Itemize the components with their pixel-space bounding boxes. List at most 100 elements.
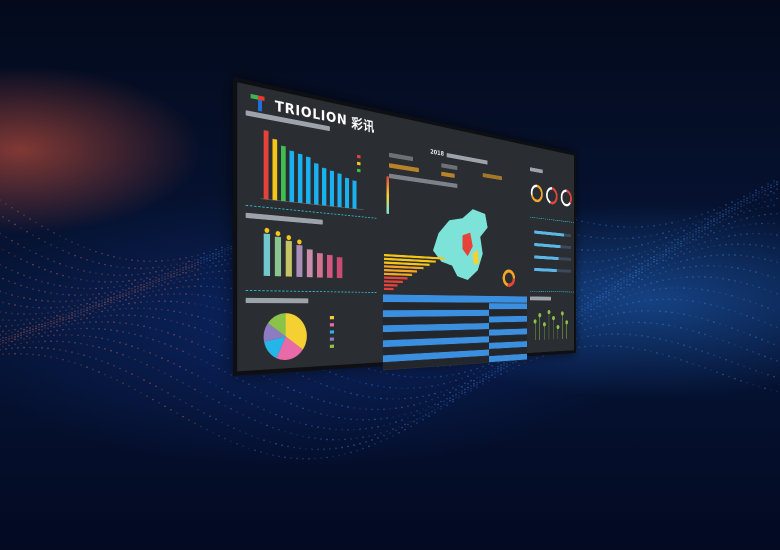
particle-dot [638,273,640,275]
particle-dot [704,218,706,220]
particle-dot [41,300,43,302]
particle-dot [62,294,64,296]
ranking-bar [338,173,342,207]
particle-dot [161,270,163,272]
particle-dot [128,267,130,269]
particle-dot [191,293,193,295]
particle-dot [629,334,631,336]
particle-dot [503,367,505,369]
particle-dot [332,456,334,458]
particle-dot [758,257,760,259]
particle-dot [2,278,4,280]
particle-dot [686,328,688,330]
particle-dot [761,372,763,374]
particle-dot [176,278,178,280]
particle-dot [707,222,709,224]
particle-dot [677,242,679,244]
particle-dot [515,361,517,363]
particle-dot [44,340,46,342]
particle-dot [221,278,223,280]
particle-dot [62,275,64,277]
particle-dot [221,249,223,251]
particle-dot [632,275,634,277]
particle-dot [662,267,664,269]
particle-dot [203,259,205,261]
particle-dot [191,256,193,258]
particle-dot [347,378,349,380]
particle-dot [482,380,484,382]
particle-dot [623,279,625,281]
particle-dot [707,352,709,354]
particle-dot [737,226,739,228]
particle-dot [17,347,19,349]
particle-dot [143,284,145,286]
particle-dot [374,419,376,421]
particle-dot [203,257,205,259]
particle-dot [593,270,595,272]
particle-dot [638,253,640,255]
particle-dot [20,305,22,307]
particle-dot [686,259,688,261]
particle-dot [734,221,736,223]
particle-dot [746,217,748,219]
particle-dot [749,195,751,197]
particle-dot [671,222,673,224]
particle-dot [536,357,538,359]
particle-dot [710,336,712,338]
particle-dot [47,335,49,337]
particle-dot [488,374,490,376]
particle-dot [473,373,475,375]
particle-dot [692,230,694,232]
particle-dot [587,302,589,304]
particle-dot [134,267,136,269]
particle-dot [653,337,655,339]
particle-dot [158,274,160,276]
particle-dot [305,448,307,450]
particle-dot [620,257,622,259]
particle-dot [38,307,40,309]
particle-dot [683,230,685,232]
particle-dot [47,258,49,260]
particle-dot [461,390,463,392]
legend-swatch [330,323,334,326]
particle-dot [668,256,670,258]
particle-dot [665,288,667,290]
particle-dot [272,454,274,456]
particle-dot [734,207,736,209]
particle-dot [755,194,757,196]
particle-dot [122,293,124,295]
particle-dot [116,314,118,316]
particle-dot [602,293,604,295]
particle-dot [74,320,76,322]
particle-dot [143,286,145,288]
particle-dot [17,296,19,298]
particle-dot [623,248,625,250]
particle-dot [422,377,424,379]
particle-dot [611,289,613,291]
particle-dot [743,196,745,198]
particle-dot [218,308,220,310]
particle-dot [425,410,427,412]
particle-dot [764,190,766,192]
particle-dot [443,400,445,402]
particle-dot [377,385,379,387]
particle-dot [752,194,754,196]
particle-dot [110,302,112,304]
particle-dot [134,315,136,317]
particle-dot [668,231,670,233]
particle-dot [677,244,679,246]
particle-dot [641,335,643,337]
particle-dot [587,304,589,306]
particle-dot [293,389,295,391]
particle-dot [119,322,121,324]
particle-dot [302,435,304,437]
particle-dot [476,387,478,389]
particle-dot [272,427,274,429]
particle-dot [581,323,583,325]
particle-dot [764,201,766,203]
particle-dot [488,363,490,365]
particle-dot [77,322,79,324]
particle-dot [776,234,778,236]
particle-dot [644,322,646,324]
particle-dot [479,379,481,381]
